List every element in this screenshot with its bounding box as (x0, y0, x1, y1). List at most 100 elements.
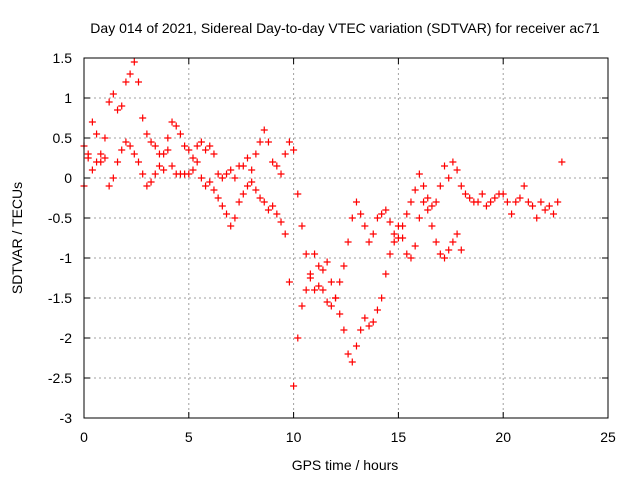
data-point (273, 210, 281, 218)
data-point (214, 170, 222, 178)
data-point (554, 198, 562, 206)
data-point (248, 166, 256, 174)
data-point (155, 162, 163, 170)
data-point (147, 138, 155, 146)
data-point (432, 198, 440, 206)
data-point (281, 150, 289, 158)
data-point (323, 298, 331, 306)
x-axis-label: GPS time / hours (292, 457, 399, 473)
plot-frame (83, 57, 609, 419)
data-point (164, 146, 172, 154)
data-point (206, 178, 214, 186)
data-point (378, 210, 386, 218)
data-point (336, 310, 344, 318)
data-point (122, 78, 130, 86)
data-point (139, 114, 147, 122)
data-point (365, 238, 373, 246)
data-point (441, 254, 449, 262)
data-point (336, 278, 344, 286)
data-point (227, 222, 235, 230)
data-point (524, 198, 532, 206)
data-point (533, 214, 541, 222)
data-point (223, 170, 231, 178)
data-point (269, 202, 277, 210)
data-point (529, 202, 537, 210)
x-tick-label: 10 (286, 429, 302, 445)
data-point (478, 190, 486, 198)
data-point (461, 190, 469, 198)
data-point (160, 150, 168, 158)
data-point (197, 174, 205, 182)
y-tick-label: -3 (60, 410, 73, 426)
data-point (390, 238, 398, 246)
data-point (415, 170, 423, 178)
data-point (93, 158, 101, 166)
data-point (445, 174, 453, 182)
data-point (340, 326, 348, 334)
data-point (248, 178, 256, 186)
data-point (298, 302, 306, 310)
data-point (512, 198, 520, 206)
data-point (223, 210, 231, 218)
data-point (441, 162, 449, 170)
data-point (503, 198, 511, 206)
data-point (269, 158, 277, 166)
y-tick-label: 0 (64, 170, 72, 186)
data-point (466, 194, 474, 202)
y-tick-label: -2 (60, 330, 73, 346)
data-point (202, 146, 210, 154)
data-point (373, 214, 381, 222)
grid-lines (84, 58, 608, 418)
data-point (436, 182, 444, 190)
data-point (357, 326, 365, 334)
data-point (290, 146, 298, 154)
data-point (84, 154, 92, 162)
data-point (130, 58, 138, 66)
axis-ticks: 0 5 10 15 20 25 -3 -2.5 -2 -1.5 -1 -0.5 0 0.5 1 1.5 (48, 50, 616, 445)
data-point (311, 286, 319, 294)
data-point (260, 198, 268, 206)
data-point (160, 166, 168, 174)
data-point (294, 334, 302, 342)
data-point (520, 182, 528, 190)
data-point (361, 222, 369, 230)
data-point (449, 158, 457, 166)
data-point (424, 194, 432, 202)
data-point (302, 250, 310, 258)
data-point (420, 182, 428, 190)
x-tick-label: 20 (495, 429, 511, 445)
y-tick-label: 0.5 (53, 130, 73, 146)
data-point (294, 190, 302, 198)
data-point (491, 194, 499, 202)
y-tick-label: 1.5 (53, 50, 73, 66)
data-point (311, 250, 319, 258)
data-point (206, 142, 214, 150)
data-point (93, 130, 101, 138)
data-point (457, 246, 465, 254)
data-point (260, 126, 268, 134)
data-point (189, 166, 197, 174)
data-point (482, 202, 490, 210)
data-point (369, 318, 377, 326)
data-point (210, 186, 218, 194)
data-point (235, 198, 243, 206)
data-point (97, 150, 105, 158)
data-point (214, 194, 222, 202)
data-point (277, 170, 285, 178)
y-tick-label: -0.5 (48, 210, 72, 226)
data-point (457, 182, 465, 190)
y-tick-label: 1 (64, 90, 72, 106)
data-point (264, 138, 272, 146)
data-point (306, 270, 314, 278)
data-point (126, 142, 134, 150)
data-point (285, 138, 293, 146)
data-point (164, 134, 172, 142)
data-point (516, 194, 524, 202)
y-tick-label: -1 (60, 250, 73, 266)
data-point (428, 202, 436, 210)
data-point (139, 170, 147, 178)
data-point (239, 190, 247, 198)
data-point (550, 210, 558, 218)
data-point (189, 154, 197, 162)
